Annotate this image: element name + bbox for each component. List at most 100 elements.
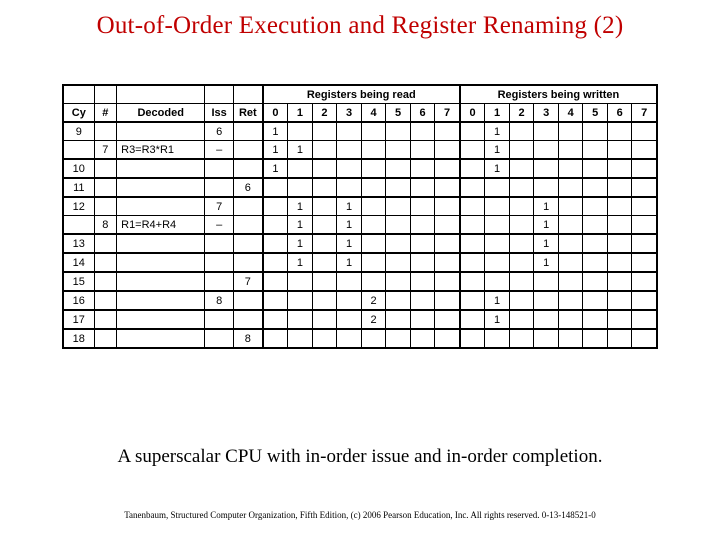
caption: A superscalar CPU with in-order issue an… xyxy=(0,446,720,468)
cell xyxy=(386,234,411,253)
column-header: Decoded xyxy=(117,104,205,123)
cell xyxy=(460,329,485,348)
cell xyxy=(435,272,460,291)
cell xyxy=(233,216,262,235)
cell xyxy=(460,253,485,272)
cell xyxy=(435,178,460,197)
cell xyxy=(263,253,288,272)
cell: 14 xyxy=(63,253,94,272)
cell xyxy=(460,159,485,178)
cell xyxy=(632,310,657,329)
header-blank xyxy=(63,85,94,104)
column-header: 4 xyxy=(558,104,583,123)
cell: 1 xyxy=(485,141,510,160)
cell xyxy=(386,141,411,160)
cell xyxy=(94,197,117,216)
cell xyxy=(435,291,460,310)
cell xyxy=(558,159,583,178)
cell xyxy=(410,159,435,178)
cell: 17 xyxy=(63,310,94,329)
cell: – xyxy=(205,141,234,160)
cell xyxy=(94,178,117,197)
cell xyxy=(435,141,460,160)
cell xyxy=(435,122,460,141)
cell: 1 xyxy=(485,291,510,310)
cell xyxy=(509,216,534,235)
header-group-read: Registers being read xyxy=(263,85,460,104)
column-header: 1 xyxy=(288,104,313,123)
cell xyxy=(410,197,435,216)
table-row: 127111 xyxy=(63,197,657,216)
cell: 6 xyxy=(205,122,234,141)
cell xyxy=(558,178,583,197)
table-row: 188 xyxy=(63,329,657,348)
cell xyxy=(410,234,435,253)
footer: Tanenbaum, Structured Computer Organizat… xyxy=(0,510,720,520)
cell xyxy=(460,122,485,141)
table-row: 14111 xyxy=(63,253,657,272)
cell xyxy=(386,178,411,197)
cell xyxy=(386,197,411,216)
cell xyxy=(410,122,435,141)
cell xyxy=(460,291,485,310)
cell xyxy=(558,197,583,216)
cell xyxy=(205,253,234,272)
cell xyxy=(386,291,411,310)
cell xyxy=(386,216,411,235)
cell xyxy=(534,272,559,291)
cell: 7 xyxy=(233,272,262,291)
cell xyxy=(583,272,608,291)
cell: 1 xyxy=(337,234,362,253)
cell xyxy=(94,291,117,310)
cell xyxy=(583,122,608,141)
cell xyxy=(63,141,94,160)
cell: 1 xyxy=(288,216,313,235)
column-header: 1 xyxy=(485,104,510,123)
cell xyxy=(361,329,386,348)
cell xyxy=(312,141,337,160)
cell xyxy=(509,310,534,329)
table-header: Registers being readRegisters being writ… xyxy=(63,85,657,122)
cell xyxy=(485,253,510,272)
cell: 1 xyxy=(485,159,510,178)
cell xyxy=(94,122,117,141)
cell xyxy=(485,216,510,235)
cell xyxy=(94,329,117,348)
cell xyxy=(361,216,386,235)
column-header: 0 xyxy=(263,104,288,123)
cell xyxy=(94,159,117,178)
cell xyxy=(632,234,657,253)
cell xyxy=(410,141,435,160)
cell xyxy=(607,253,632,272)
cell xyxy=(485,329,510,348)
column-header: 3 xyxy=(534,104,559,123)
cell: 1 xyxy=(534,234,559,253)
column-header: 5 xyxy=(386,104,411,123)
cell xyxy=(509,291,534,310)
cell: 1 xyxy=(263,122,288,141)
cell xyxy=(337,291,362,310)
cell xyxy=(435,216,460,235)
cell xyxy=(117,234,205,253)
cell: 1 xyxy=(288,234,313,253)
cell xyxy=(233,159,262,178)
cell xyxy=(607,291,632,310)
cell xyxy=(312,329,337,348)
cell xyxy=(94,253,117,272)
cell xyxy=(117,272,205,291)
cell xyxy=(312,197,337,216)
cell: 9 xyxy=(63,122,94,141)
cell xyxy=(435,234,460,253)
cell: 1 xyxy=(288,197,313,216)
cell xyxy=(312,122,337,141)
cell xyxy=(583,159,608,178)
cell xyxy=(263,216,288,235)
cell xyxy=(558,141,583,160)
cell xyxy=(117,310,205,329)
cell xyxy=(337,178,362,197)
table-body: 96117R3=R3*R1–11110111161271118R1=R4+R4–… xyxy=(63,122,657,348)
cell xyxy=(263,272,288,291)
scoreboard-table-wrap: Registers being readRegisters being writ… xyxy=(62,84,658,349)
cell xyxy=(410,329,435,348)
cell xyxy=(632,291,657,310)
